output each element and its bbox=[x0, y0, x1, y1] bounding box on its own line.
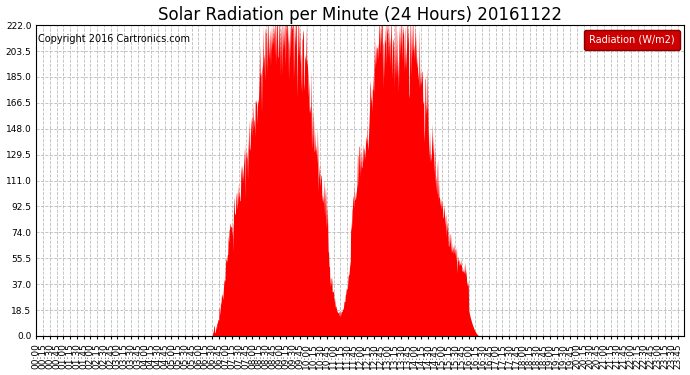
Legend: Radiation (W/m2): Radiation (W/m2) bbox=[584, 30, 680, 50]
Text: Copyright 2016 Cartronics.com: Copyright 2016 Cartronics.com bbox=[37, 34, 190, 44]
Title: Solar Radiation per Minute (24 Hours) 20161122: Solar Radiation per Minute (24 Hours) 20… bbox=[159, 6, 562, 24]
